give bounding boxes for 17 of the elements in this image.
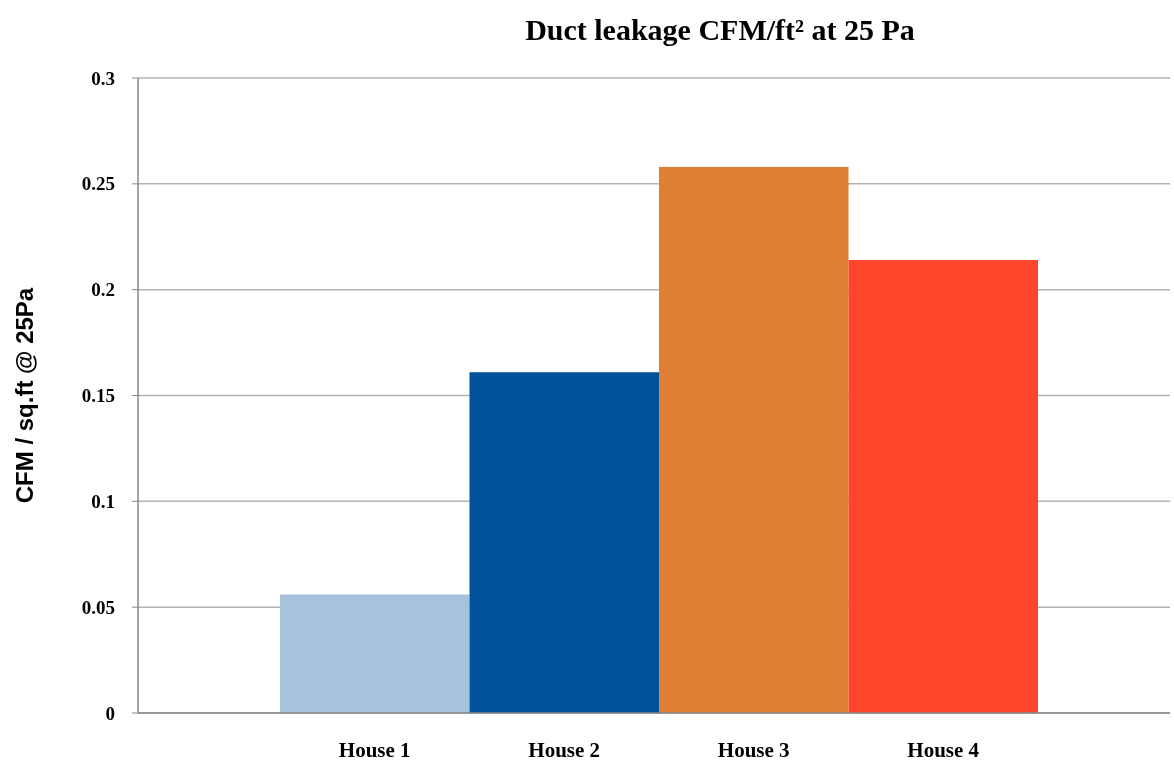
x-tick-label: House 3 [717,738,790,762]
y-tick-label: 0.25 [81,173,115,195]
bar [280,594,470,713]
bar [848,260,1038,713]
chart-title: Duct leakage CFM/ft² at 25 Pa [525,13,915,46]
y-tick-label: 0.05 [81,596,115,618]
y-tick-label: 0 [105,702,115,724]
x-tick-label: House 2 [528,738,601,762]
y-tick-label: 0.3 [91,67,115,89]
y-tick-label: 0.1 [91,490,115,512]
y-tick-label: 0.2 [91,279,115,301]
bar [659,166,849,713]
y-tick-label: 0.15 [81,385,115,407]
x-tick-label: House 1 [338,738,411,762]
y-axis-title: CFM / sq.ft @ 25Pa [11,287,38,504]
x-tick-label: House 4 [907,738,980,762]
bar [469,372,659,713]
